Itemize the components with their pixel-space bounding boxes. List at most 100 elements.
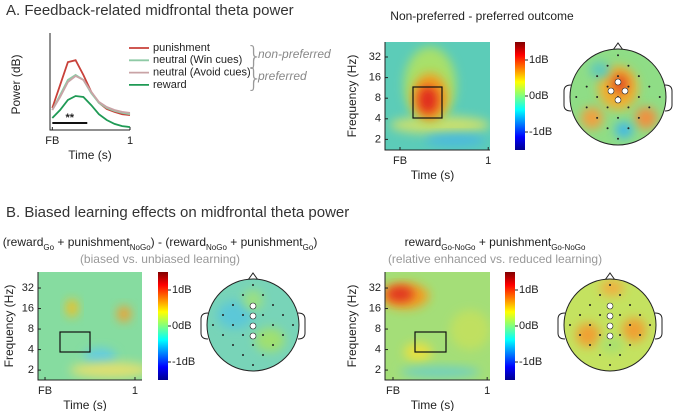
electrode [585, 85, 588, 88]
y-tick-label: 2 [375, 364, 381, 376]
legend-label: neutral (Win cues) [153, 54, 242, 66]
section-title: A. Feedback-related midfrontal theta pow… [6, 2, 294, 19]
ear [654, 312, 663, 340]
highlight-electrode [249, 312, 257, 320]
heatmap-blob [70, 362, 142, 378]
scalp-blob [217, 301, 253, 329]
group-label: preferred [257, 69, 307, 83]
colorbar-label: -1dB [519, 356, 542, 368]
subscript: NoGo [130, 243, 151, 252]
heatmap-blob [418, 86, 438, 114]
electrode [212, 324, 214, 326]
heatmap-image [385, 42, 490, 150]
highlight-electrode [606, 322, 614, 330]
panel-subtitle: (relative enhanced vs. reduced learning) [388, 252, 602, 266]
x-tick-label: FB [386, 385, 400, 397]
colorbar-label: 0dB [529, 90, 549, 102]
subscript: Go [43, 243, 54, 252]
electrode [262, 314, 264, 316]
heatmap-image [38, 272, 142, 380]
axis-line [384, 272, 490, 381]
highlight-electrode [249, 332, 257, 340]
x-axis-label: Time (s) [63, 398, 107, 411]
x-axis-label: Time (s) [411, 398, 455, 411]
panel-title: Non-preferred - preferred outcome [390, 9, 574, 23]
electrode [606, 85, 609, 88]
electrode [627, 85, 630, 88]
electrode [609, 284, 611, 286]
x-tick-label: 1 [132, 385, 138, 397]
y-tick-label: 4 [28, 343, 34, 355]
scalp-blob [576, 323, 600, 347]
title-text: + punishment [227, 235, 303, 249]
electrode [589, 324, 591, 326]
electrode [222, 334, 224, 336]
electrode [242, 314, 244, 316]
electrode [617, 75, 619, 78]
significance-label: ** [66, 112, 75, 124]
electrode [639, 334, 641, 336]
ear [557, 312, 566, 340]
axis-line [37, 272, 142, 381]
x-tick-label: 1 [127, 135, 133, 147]
series-line [51, 73, 131, 116]
colorbar-label: -1dB [172, 356, 195, 368]
y-tick-label: 16 [369, 72, 381, 84]
heatmap-blob [400, 366, 480, 378]
y-tick-label: 8 [375, 323, 381, 335]
electrode [609, 364, 611, 366]
electrode [609, 344, 611, 346]
heatmap-blob [386, 286, 414, 302]
electrode [575, 96, 578, 98]
electrode [599, 294, 601, 296]
panel-title: (rewardGo + punishmentNoGo) - (rewardNoG… [3, 235, 318, 251]
electrode [222, 314, 224, 316]
roi-box [59, 331, 91, 353]
scalp-map [200, 272, 306, 372]
electrode [252, 344, 254, 346]
electrode [232, 304, 234, 306]
electrode [606, 64, 609, 67]
scalp-blob [615, 122, 633, 138]
highlight-electrode [606, 302, 614, 310]
heatmap-blob [450, 310, 490, 350]
colorbar-label: -1dB [529, 126, 552, 138]
electrode [658, 96, 661, 98]
electrode [619, 334, 621, 336]
subscript: NoGo [206, 243, 227, 252]
colorbar [505, 272, 515, 380]
group-label: non-preferred [258, 47, 331, 61]
colorbar-label: 1dB [172, 284, 192, 296]
electrode [648, 106, 651, 109]
scalp-blob [600, 280, 624, 296]
scalp-blob [243, 290, 263, 310]
electrode [272, 304, 274, 306]
panel-title: rewardGo-NoGo + punishmentGo-NoGo [405, 235, 586, 251]
electrode [589, 344, 591, 346]
electrode [262, 354, 264, 356]
scalp-map [563, 42, 673, 146]
ear [664, 84, 673, 112]
heatmap-blob [66, 299, 78, 317]
electrode [637, 96, 640, 98]
electrode [627, 127, 630, 130]
electrode [282, 334, 284, 336]
highlight-electrode [614, 78, 622, 86]
electrode [232, 344, 234, 346]
electrode [617, 137, 619, 140]
electrode [252, 284, 254, 286]
y-tick-label: 8 [375, 92, 381, 104]
electrode [252, 364, 254, 366]
y-axis-label: Frequency (Hz) [345, 55, 359, 138]
electrode [639, 314, 641, 316]
legend-label: reward [153, 79, 187, 91]
highlight-electrode [606, 312, 614, 320]
electrode [619, 354, 621, 356]
electrode [649, 324, 651, 326]
y-axis-label: Frequency (Hz) [345, 285, 359, 368]
title-text: ) - (reward [151, 235, 206, 249]
y-tick-label: 16 [22, 302, 34, 314]
electrode [629, 324, 631, 326]
scalp-blob [590, 62, 610, 78]
